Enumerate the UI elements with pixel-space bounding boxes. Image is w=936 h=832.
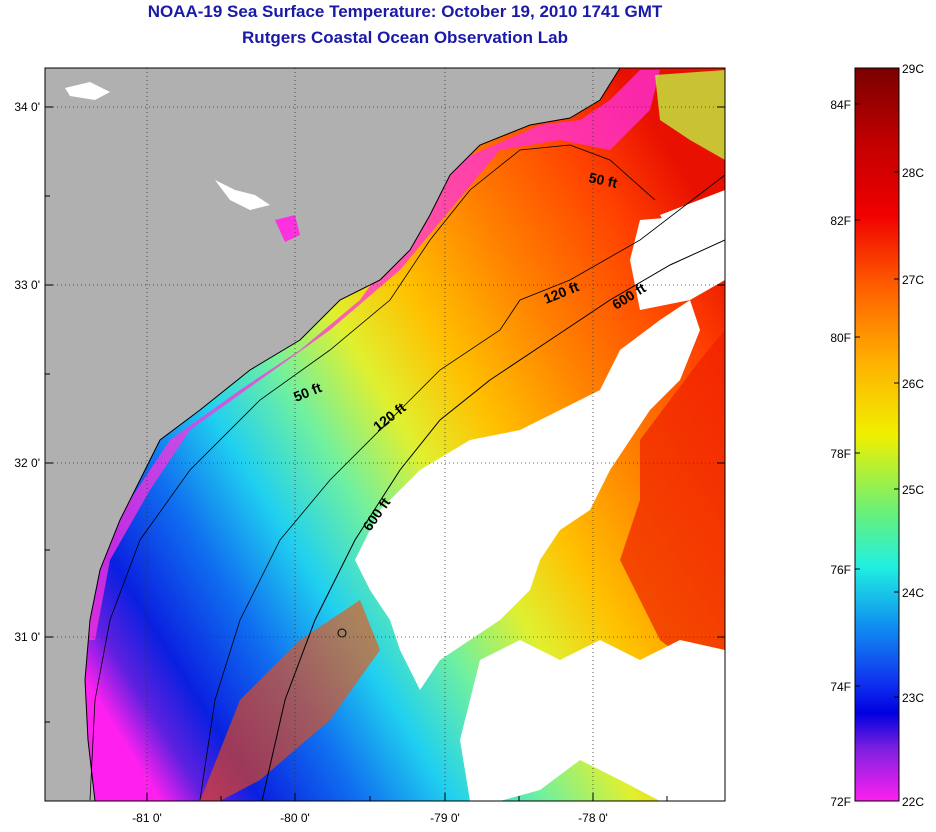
map-subtitle: Rutgers Coastal Ocean Observation Lab (242, 28, 568, 47)
contour-120ft (199, 174, 725, 801)
colorbar-fahrenheit-label: 78F (830, 447, 851, 461)
colorbar-celsius-label: 23C (902, 691, 924, 705)
lon-tick-label: -78 0' (578, 811, 608, 825)
colorbar-fahrenheit-label: 84F (830, 98, 851, 112)
lat-tick-label: 33 0' (14, 278, 40, 292)
warm-eddy (620, 330, 725, 690)
upper-right-field (655, 70, 725, 160)
lon-tick-label: -80 0' (280, 811, 310, 825)
inland-lake (215, 180, 270, 210)
map-frame (44, 67, 726, 802)
cloud-cover-northeast (660, 190, 725, 250)
contour-600ft (261, 239, 725, 801)
contour-label-50ft: 50 ft (587, 169, 619, 191)
colorbar-celsius-label: 28C (902, 166, 924, 180)
axis-ticks (45, 106, 725, 801)
lat-tick-label: 31 0' (14, 630, 40, 644)
colorbar-celsius-label: 22C (902, 795, 924, 809)
colorbar-fahrenheit-label: 72F (830, 795, 851, 809)
colorbar-fahrenheit-label: 76F (830, 563, 851, 577)
graticule (45, 68, 725, 801)
colorbar-gradient (854, 67, 900, 802)
lon-tick-label: -81 0' (132, 811, 162, 825)
colorbar-fahrenheit-label: 80F (830, 331, 851, 345)
land-mass (45, 68, 620, 801)
cloud-cover-south (460, 640, 725, 801)
warm-region-south (200, 600, 380, 801)
colorbar-celsius-label: 24C (902, 586, 924, 600)
inland-lake (65, 82, 110, 100)
colorbar-fahrenheit-label: 74F (830, 680, 851, 694)
coastline (84, 68, 621, 801)
lat-tick-label: 34 0' (14, 100, 40, 114)
inland-lake (275, 215, 300, 242)
coastal-cold-band (80, 70, 660, 640)
cloud-cover-main (355, 300, 700, 690)
lat-tick-label: 32 0' (14, 456, 40, 470)
contour-50ft (89, 144, 656, 801)
map-title: NOAA-19 Sea Surface Temperature: October… (147, 2, 663, 21)
colorbar-celsius-label: 27C (902, 273, 924, 287)
colorbar-fahrenheit-label: 82F (830, 214, 851, 228)
colorbar-celsius-label: 29C (902, 62, 924, 76)
colorbar: 29C 28C 27C 26C 25C 24C 23C 22C 84F 82F … (830, 62, 924, 809)
colorbar-celsius-label: 26C (902, 377, 924, 391)
colorbar-celsius-label: 25C (902, 483, 924, 497)
lon-tick-label: -79 0' (430, 811, 460, 825)
